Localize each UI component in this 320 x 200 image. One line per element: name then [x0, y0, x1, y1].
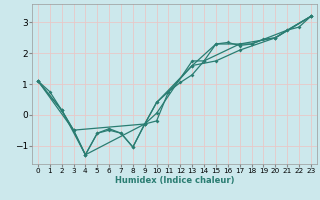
X-axis label: Humidex (Indice chaleur): Humidex (Indice chaleur) — [115, 176, 234, 185]
